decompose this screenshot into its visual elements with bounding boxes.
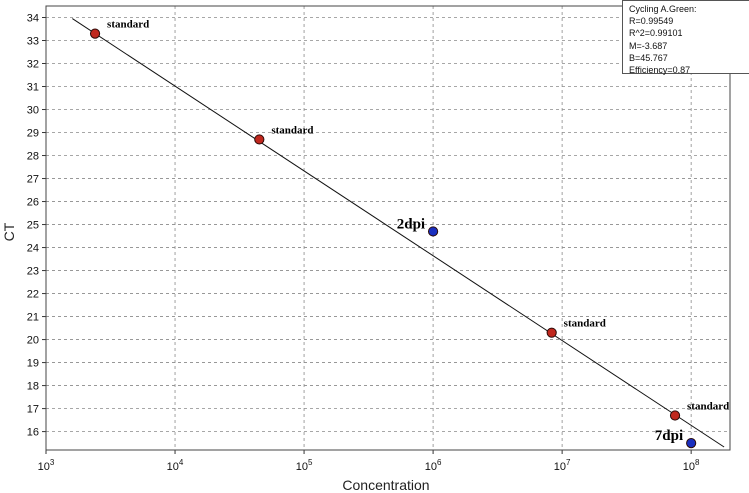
y-tick-label: 30 xyxy=(27,105,39,117)
y-tick-label: 26 xyxy=(27,197,39,209)
x-tick-labels: 103 104 105 106 107 108 xyxy=(38,458,700,473)
sample-label: 2dpi xyxy=(397,216,425,232)
y-axis-title: CT xyxy=(1,222,17,241)
x-axis-title: Concentration xyxy=(342,477,429,493)
y-tick-label: 23 xyxy=(27,266,39,278)
info-box-efficiency: Efficiency=0.87 xyxy=(629,65,691,76)
info-box-r-squared: R^2=0.99101 xyxy=(629,28,683,39)
standard-point xyxy=(254,134,265,145)
x-tick-label: 108 xyxy=(683,458,700,473)
standard-label: standard xyxy=(271,124,313,136)
info-box-slope: M=-3.687 xyxy=(629,40,668,51)
sample-point xyxy=(427,226,439,237)
fit-line-layer xyxy=(72,18,725,448)
y-tick-label: 19 xyxy=(27,358,39,370)
y-tick-label: 16 xyxy=(27,427,39,439)
y-tick-label: 18 xyxy=(27,381,39,393)
x-tick-label: 105 xyxy=(296,458,313,473)
y-tick-label: 34 xyxy=(27,13,39,25)
x-tick-label: 106 xyxy=(425,458,442,473)
regression-info-box: Cycling A.Green: R=0.99549 R^2=0.99101 M… xyxy=(622,0,749,76)
standard-point xyxy=(89,28,101,39)
y-tick-label: 22 xyxy=(27,289,39,301)
y-tick-label: 17 xyxy=(27,404,39,416)
standard-point xyxy=(669,410,681,421)
y-tick-label: 21 xyxy=(27,312,39,324)
y-tick-label: 27 xyxy=(27,174,39,186)
regression-line xyxy=(72,18,725,448)
sample-point xyxy=(686,437,697,449)
standard-label: standard xyxy=(687,400,729,412)
info-box-title: Cycling A.Green: xyxy=(629,4,697,14)
y-tick-label: 20 xyxy=(27,335,39,347)
plot-frame xyxy=(45,5,731,451)
x-tick-label: 104 xyxy=(167,458,184,473)
y-tick-label: 24 xyxy=(27,243,39,255)
y-tick-label: 29 xyxy=(27,128,39,140)
x-tick-label: 103 xyxy=(38,458,55,473)
y-tick-label: 33 xyxy=(27,36,39,48)
data-points xyxy=(89,28,697,449)
sample-label: 7dpi xyxy=(655,428,683,444)
y-tick-label: 32 xyxy=(27,59,39,71)
standard-point xyxy=(546,327,557,338)
standard-label: standard xyxy=(564,318,606,330)
y-tick-label: 31 xyxy=(27,82,39,94)
info-box-intercept: B=45.767 xyxy=(629,52,668,63)
y-tick-label: 25 xyxy=(27,220,39,232)
point-labels: standard standard standard standard 2dpi 7dpi xyxy=(107,19,729,444)
info-box-r: R=0.99549 xyxy=(629,16,674,27)
axes xyxy=(42,5,731,454)
x-tick-label: 107 xyxy=(554,458,571,473)
y-tick-label: 28 xyxy=(27,151,39,163)
y-tick-labels: 16 17 18 19 20 21 22 23 24 25 26 27 28 29 30 31 32 33 34 xyxy=(27,13,39,439)
standard-label: standard xyxy=(107,19,149,31)
